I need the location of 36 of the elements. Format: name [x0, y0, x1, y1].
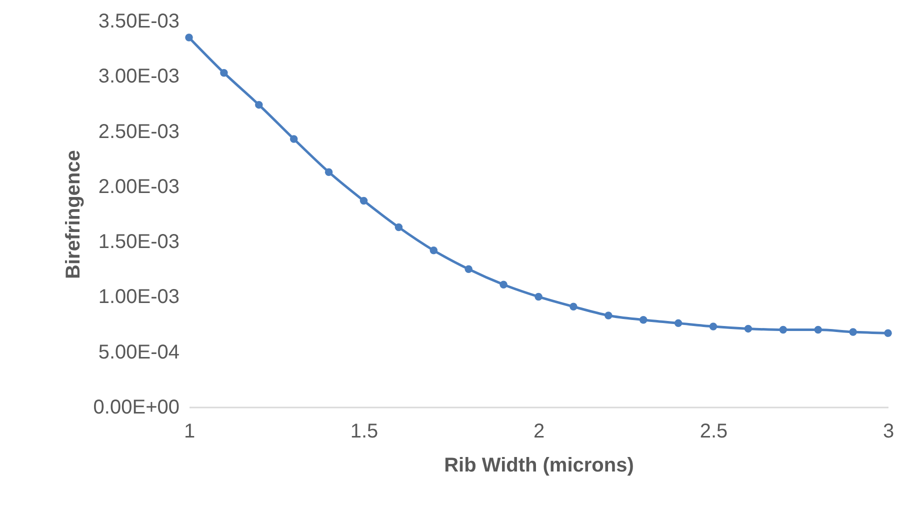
- point: [604, 312, 612, 320]
- point: [290, 135, 298, 143]
- point: [814, 326, 822, 334]
- y-tick-label: 3.50E-03: [98, 10, 180, 32]
- y-tick-label: 2.50E-03: [98, 120, 180, 143]
- point: [430, 246, 438, 254]
- point: [220, 68, 228, 77]
- x-tick-label: 1: [184, 420, 196, 442]
- point: [360, 196, 368, 205]
- point: [744, 324, 752, 333]
- y-tick-label: 2.00E-03: [98, 176, 180, 198]
- x-tick-label: 2.5: [700, 420, 728, 442]
- y-tick-label: 3.00E-03: [98, 66, 180, 88]
- point: [500, 280, 508, 288]
- x-tick-label: 2: [533, 420, 545, 442]
- point: [464, 265, 472, 274]
- y-axis-title: Birefringence: [62, 150, 84, 279]
- y-tick-label: 0.00E+00: [93, 396, 180, 418]
- x-tick-label: 1.5: [350, 420, 378, 442]
- y-tick-label: 5.00E-04: [98, 341, 180, 364]
- point: [849, 328, 857, 336]
- y-tick-label: 1.00E-03: [98, 286, 180, 308]
- point: [534, 292, 542, 301]
- point: [709, 322, 718, 330]
- point: [185, 34, 193, 42]
- point: [884, 329, 892, 337]
- x-tick-label: 3: [882, 420, 894, 442]
- point: [639, 316, 648, 324]
- point: [570, 302, 578, 311]
- point: [324, 168, 333, 176]
- y-tick-label: 1.50E-03: [98, 231, 180, 254]
- point: [674, 319, 682, 328]
- point: [255, 100, 263, 109]
- x-axis-title: Rib Width (microns): [444, 454, 634, 476]
- point: [394, 223, 403, 232]
- point: [779, 326, 788, 334]
